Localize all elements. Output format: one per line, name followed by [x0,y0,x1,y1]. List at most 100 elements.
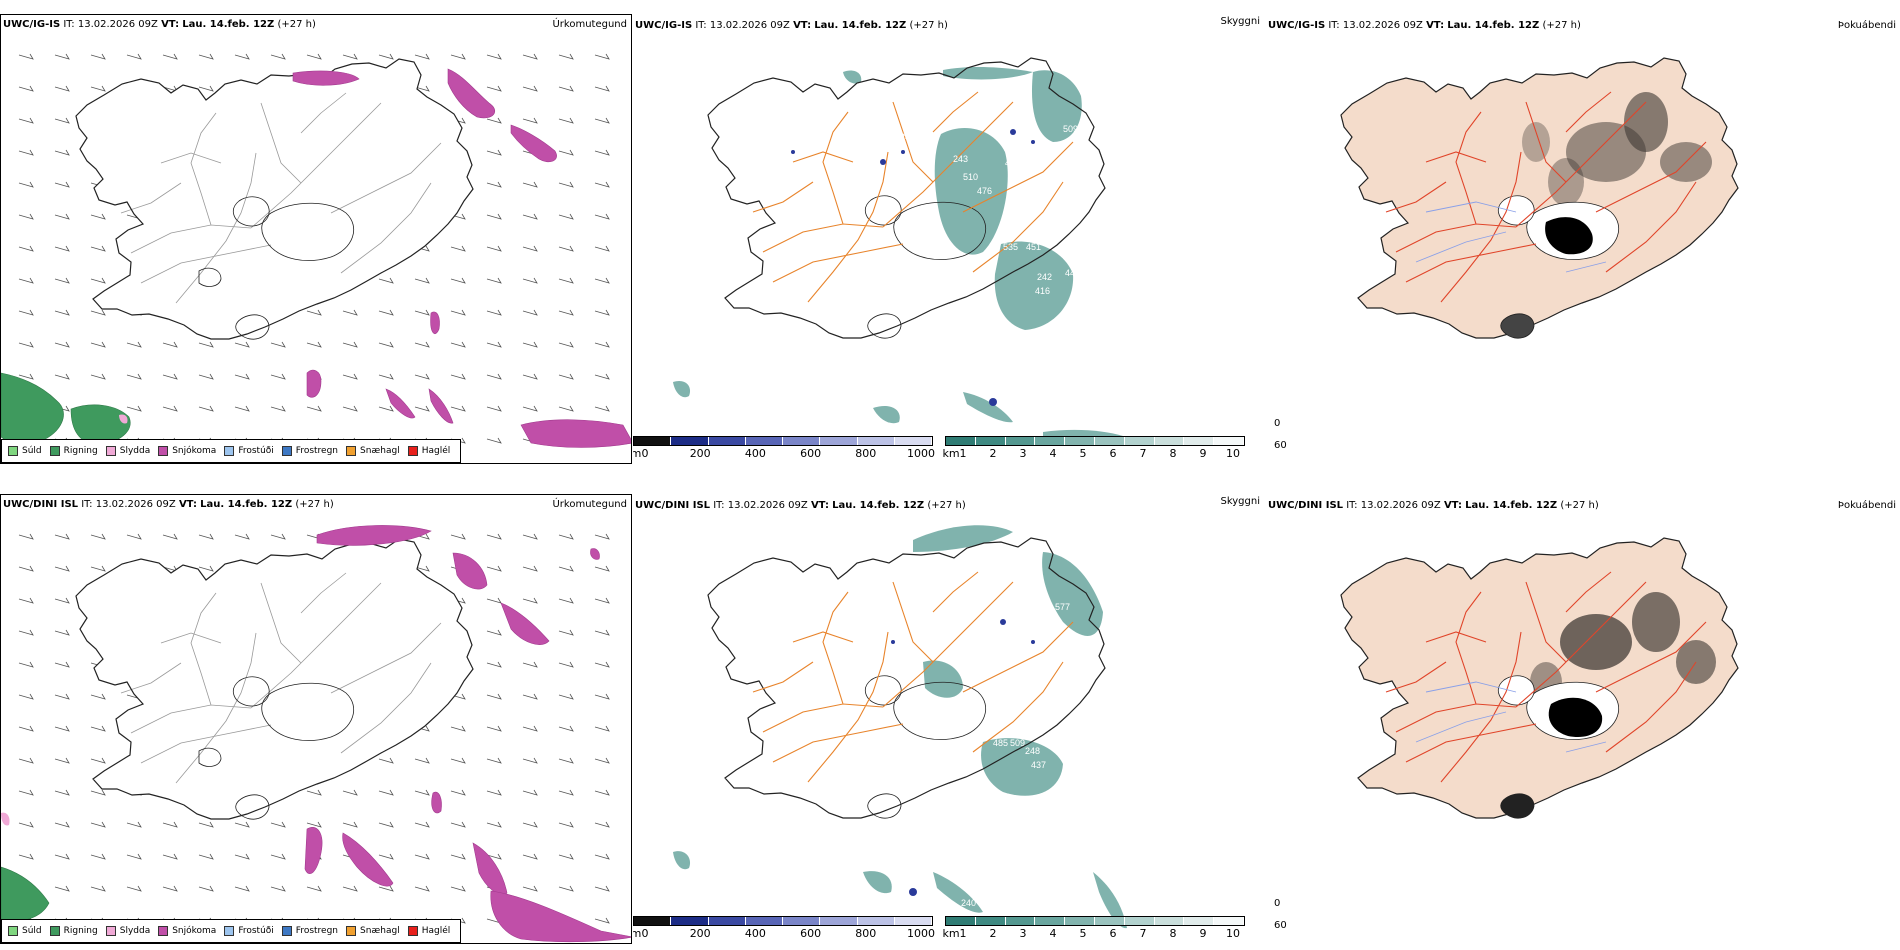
panel-type-label: Úrkomutegund [552,499,627,510]
scale-tick: 9 [1199,447,1207,460]
fog-legend-item: 60 [1266,914,1287,936]
it-value: 13.02.2026 09Z [709,20,790,31]
ceiling-value-label: 509 [1063,124,1078,134]
legend-swatch [346,446,357,456]
scale-tick: 800 [855,447,877,460]
scale-tick: 2 [989,447,997,460]
cloud-map: 424 478 510 476 509 535 451 280 242 416 445 243 [673,57,1123,441]
scale-tick: 200 [689,927,711,940]
scale-tick: 9 [1199,927,1207,940]
scale-tick: 7 [1139,447,1147,460]
scale-tick: 400 [744,447,766,460]
fog-legend-item: 0 [1266,412,1287,434]
scale-tick: 400 [744,927,766,940]
vt-value: Lau. 14.feb. 12Z [832,500,925,511]
vt-value: Lau. 14.feb. 12Z [814,20,907,31]
scale-tick: 1000 [907,927,935,940]
scale-tick: 1000 [907,447,935,460]
visibility-unit: km [942,927,960,940]
vt-label: VT: [810,500,829,511]
scale-tick: 600 [800,447,822,460]
it-label: IT: [1346,500,1358,511]
ceiling-value-label: 485 [993,738,1008,748]
ceiling-value-label: 476 [977,186,992,196]
panel-type-label: Skyggni [1220,496,1260,507]
ceiling-value-label: 478 [1005,158,1020,168]
scale-tick: 1 [959,927,967,940]
legend-label: Frostúði [238,926,274,936]
fog-legend: 0 60 [1266,892,1287,936]
precip-legend-item: Rigning [49,446,98,456]
vt-label: VT: [1426,20,1445,31]
scale-tick: 2 [989,927,997,940]
legend-label: Súld [22,926,42,936]
vt-value: Lau. 14.feb. 12Z [182,19,275,30]
legend-label: Slydda [119,446,151,456]
scale-tick: 4 [1049,447,1057,460]
legend-swatch [49,446,60,456]
ceiling-value-label: 240 [961,898,976,908]
vt-label: VT: [1443,500,1462,511]
model-label: UWC/DINI ISL [1268,500,1344,511]
visibility-unit: km [942,447,960,460]
legend-swatch [105,446,116,456]
ceiling-value-label: 424 [895,132,910,142]
it-label: IT: [81,499,93,510]
precip-legend-item: Súld [8,926,42,936]
it-value: 13.02.2026 09Z [1342,20,1423,31]
fog-map [1340,57,1739,339]
lead-time: (+27 h) [1560,500,1599,511]
scale-tick: 10 [1226,447,1240,460]
legend-label: Frostregn [295,446,339,456]
scale-tick: 7 [1139,927,1147,940]
legend-swatch [8,446,18,456]
fog-panel-title: UWC/IG-IS IT: 13.02.2026 09Z VT: Lau. 14… [1268,20,1581,31]
ceiling-value-label: 243 [953,154,968,164]
ceiling-unit: m [633,927,642,940]
scale-tick: 800 [855,927,877,940]
precip-legend-item: Frostúði [224,926,274,936]
cloud-panel-title: UWC/IG-IS IT: 13.02.2026 09Z VT: Lau. 14… [635,20,948,31]
legend-label: 0 [1274,417,1281,429]
scale-tick: 5 [1079,927,1087,940]
vt-label: VT: [161,19,180,30]
scale-tick: 200 [689,447,711,460]
legend-swatch [281,926,292,936]
precip-legend: Súld Rigning Slydda Snjókoma Frostúði Frostre… [1,919,461,943]
precip-legend-item: Slydda [105,926,150,936]
model-label: UWC/DINI ISL [635,500,711,511]
precip-legend-item: Slydda [105,446,151,456]
scale-tick: 0 [641,447,649,460]
ceiling-value-label: 510 [963,172,978,182]
cloud-panel-title: UWC/DINI ISL IT: 13.02.2026 09Z VT: Lau.… [635,500,966,511]
ceiling-value-label: 416 [1035,286,1050,296]
legend-label: Snæhagl [360,446,400,456]
ceiling-value-label: 445 [1065,268,1080,278]
scale-tick: 5 [1079,447,1087,460]
precip-legend-item: Frostúði [224,446,274,456]
it-label: IT: [713,500,725,511]
ceiling-unit: m [633,447,642,460]
precip-legend-item: Frostregn [281,446,339,456]
ceiling-value-label: 577 [1055,602,1070,612]
model-label: UWC/IG-IS [3,19,61,30]
fog-legend: 0 60 [1266,412,1287,456]
it-label: IT: [1328,20,1340,31]
precip-panel-title: UWC/IG-IS IT: 13.02.2026 09Z VT: Lau. 14… [3,19,316,30]
legend-label: Snjókoma [172,926,217,936]
legend-label: Súld [22,446,42,456]
legend-swatch [105,926,116,936]
fog-panel-top: UWC/IG-IS IT: 13.02.2026 09Z VT: Lau. 14… [1266,0,1900,464]
fog-legend-item: 60 [1266,434,1287,456]
legend-swatch [158,446,169,456]
ceiling-value-label: 533 [973,884,988,894]
legend-swatch [346,926,357,936]
ceiling-scalebar: m 0 200 400 600 800 1000 [633,436,935,460]
visibility-scalebar: km 1 2 3 4 5 6 7 8 9 10 [942,436,1245,460]
legend-swatch [407,446,418,456]
lead-time: (+27 h) [1542,20,1581,31]
model-label: UWC/IG-IS [635,20,693,31]
scale-tick: 3 [1019,927,1027,940]
model-label: UWC/IG-IS [1268,20,1326,31]
